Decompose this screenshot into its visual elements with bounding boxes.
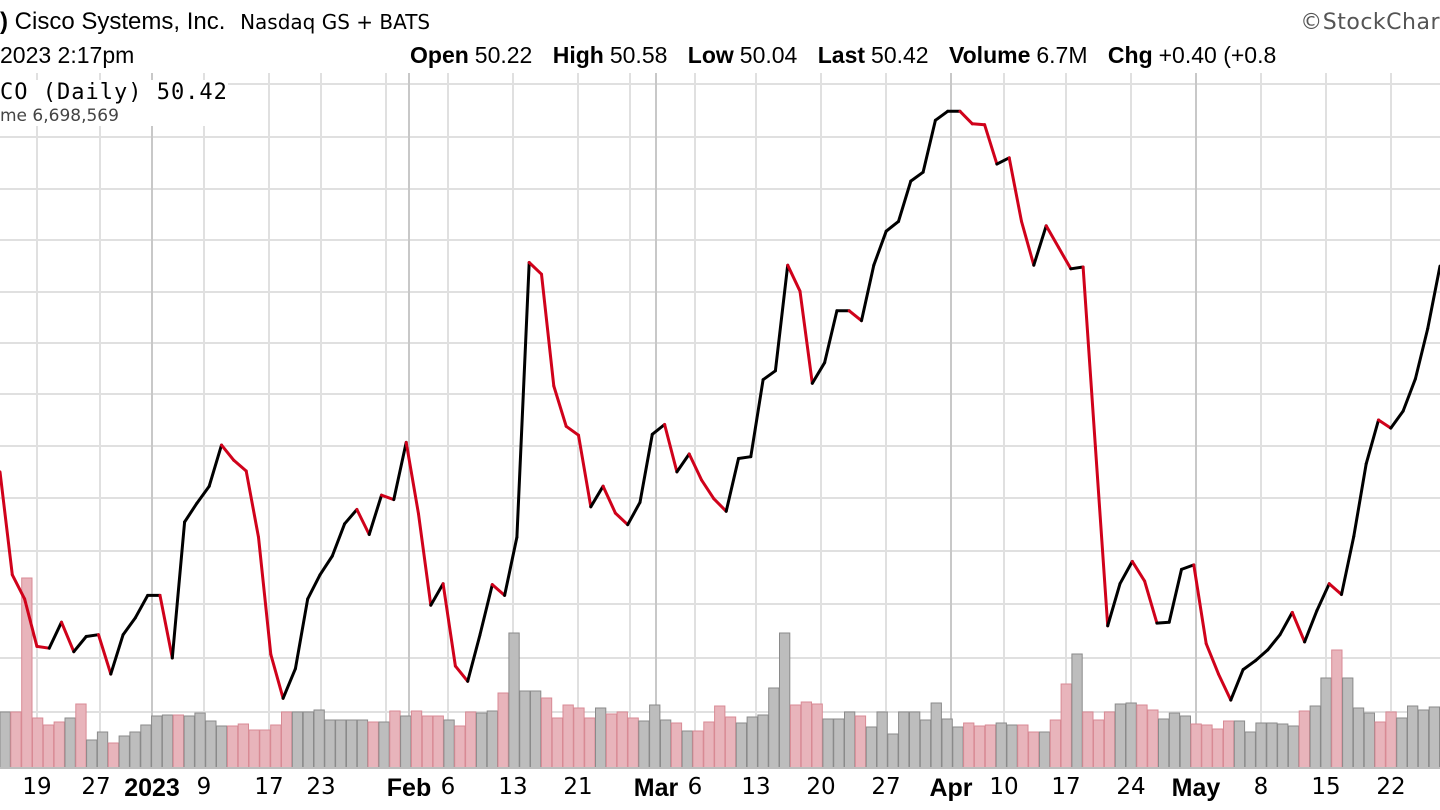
chart-title: ) Cisco Systems, Inc. Nasdaq GS + BATS — [0, 8, 430, 38]
x-tick-label: 22 — [1376, 774, 1406, 800]
company-name: Cisco Systems, Inc. — [14, 8, 226, 35]
stat-high: High 50.58 — [552, 42, 668, 68]
volume-bars — [0, 577, 1440, 769]
x-tick-label: Mar — [633, 774, 679, 802]
quote-info-row: 2023 2:17pm Open 50.22 High 50.58 Low 50.04… — [0, 42, 1440, 72]
x-tick-label: 21 — [563, 774, 593, 800]
stat-change: Chg +0.40 (+0.8 — [1107, 42, 1277, 68]
stockcharts-logo: ©StockChar — [1300, 10, 1440, 35]
symbol-fragment: ) — [0, 8, 8, 35]
price-line — [0, 109, 1440, 702]
x-tick-label: 6 — [440, 774, 456, 800]
quote-timestamp: 2023 2:17pm — [0, 42, 135, 68]
x-tick-label: 20 — [806, 774, 836, 800]
exchange-label: Nasdaq GS + BATS — [240, 10, 431, 34]
x-tick-label: 27 — [871, 774, 901, 800]
stat-open: Open 50.22 — [410, 42, 533, 68]
x-tick-label: Apr — [929, 774, 973, 802]
chart-legend: CO (Daily) 50.42 me 6,698,569 — [0, 80, 228, 126]
stat-last: Last 50.42 — [817, 42, 929, 68]
x-tick-label: 15 — [1311, 774, 1341, 800]
price-chart[interactable] — [0, 73, 1440, 769]
x-tick-label: 17 — [1051, 774, 1081, 800]
price-volume-plot[interactable] — [0, 73, 1440, 769]
x-tick-label: 23 — [306, 774, 336, 800]
x-tick-label: 19 — [22, 774, 52, 800]
x-tick-label: 6 — [687, 774, 703, 800]
x-tick-label: 13 — [741, 774, 771, 800]
x-tick-label: 2023 — [124, 774, 180, 802]
x-tick-label: 24 — [1116, 774, 1146, 800]
quote-stats: Open 50.22 High 50.58 Low 50.04 Last 50.42 V… — [410, 42, 1290, 69]
x-tick-label: 17 — [254, 774, 284, 800]
x-tick-label: 8 — [1253, 774, 1269, 800]
gridlines — [0, 73, 1440, 768]
x-tick-label: 10 — [989, 774, 1019, 800]
stat-low: Low 50.04 — [687, 42, 798, 68]
legend-volume: me 6,698,569 — [0, 106, 119, 126]
x-tick-label: 9 — [196, 774, 212, 800]
x-tick-label: Feb — [386, 774, 432, 802]
stat-volume: Volume 6.7M — [949, 42, 1088, 68]
x-axis: 19 27 2023 9 17 23 Feb 6 13 21 Mar 6 13 20 27 Apr 10 17 24… — [0, 770, 1440, 810]
x-tick-label: 27 — [81, 774, 111, 800]
legend-price: CO (Daily) 50.42 — [0, 80, 228, 105]
x-tick-label: 13 — [498, 774, 528, 800]
x-tick-label: May — [1171, 774, 1221, 802]
